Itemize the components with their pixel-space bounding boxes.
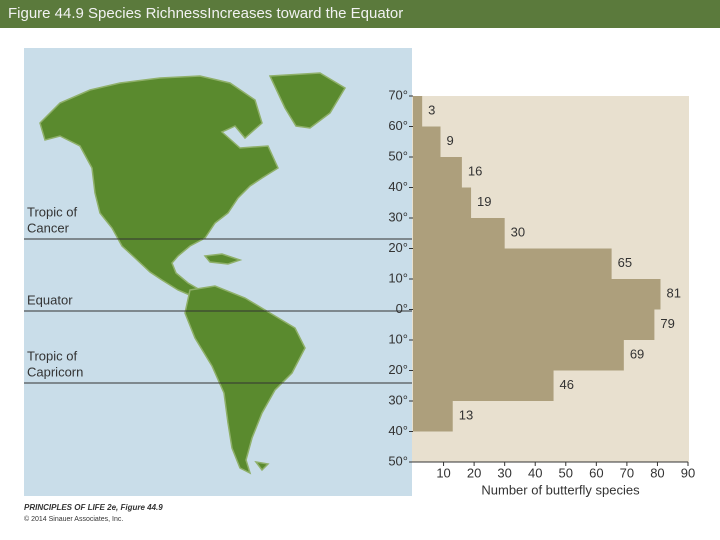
value-label: 81 (667, 286, 681, 301)
value-label: 79 (660, 316, 674, 331)
x-axis-label: Number of butterfly species (481, 482, 640, 497)
value-label: 16 (468, 164, 482, 179)
map-label: Equator (27, 292, 73, 307)
figure: Tropic of Cancer Equator Tropic of Capri… (24, 48, 695, 523)
north-america (39, 75, 279, 297)
label-backdrop (24, 204, 92, 238)
x-tick-label: 10 (436, 465, 450, 480)
tierra-del-fuego (254, 460, 270, 472)
x-tick-label: 80 (650, 465, 664, 480)
bar (413, 187, 472, 218)
y-tick-label: 20° (388, 240, 408, 255)
y-tick-label: 50° (388, 453, 408, 468)
header: Figure 44.9 Species RichnessIncreases to… (0, 0, 720, 28)
map-label: Tropic of (27, 348, 77, 363)
y-tick-label: 0° (396, 301, 408, 316)
south-america (184, 285, 306, 475)
credit-copyright: © 2014 Sinauer Associates, Inc. (24, 515, 123, 523)
x-tick-label: 30 (497, 465, 511, 480)
caribbean (203, 253, 243, 265)
value-label: 9 (447, 133, 454, 148)
y-tick-label: 40° (388, 423, 408, 438)
bar (413, 126, 441, 157)
y-tick-label: 10° (388, 270, 408, 285)
label-backdrop (24, 348, 94, 382)
bar (413, 401, 453, 432)
y-tick-label: 20° (388, 362, 408, 377)
y-tick-label: 70° (388, 87, 408, 102)
value-label: 3 (428, 103, 435, 118)
y-tick-label: 10° (388, 331, 408, 346)
bar (413, 370, 554, 401)
bar (413, 218, 505, 249)
y-tick-label: 40° (388, 179, 408, 194)
header-title: Figure 44.9 Species RichnessIncreases to… (8, 5, 404, 22)
value-label: 65 (618, 255, 632, 270)
x-tick-label: 60 (589, 465, 603, 480)
label-backdrop (24, 292, 84, 310)
x-tick-label: 90 (681, 465, 695, 480)
bar (413, 157, 462, 188)
continents (39, 72, 347, 475)
value-label: 46 (560, 377, 574, 392)
value-label: 13 (459, 408, 473, 423)
y-tick-label: 50° (388, 148, 408, 163)
y-tick-label: 60° (388, 118, 408, 133)
bar (413, 96, 423, 127)
bar (413, 279, 661, 310)
map-label: Capricorn (27, 364, 83, 379)
x-tick-label: 40 (528, 465, 542, 480)
value-label: 30 (511, 225, 525, 240)
bar (413, 340, 624, 371)
x-tick-label: 70 (620, 465, 634, 480)
bar (413, 309, 655, 340)
value-label: 19 (477, 194, 491, 209)
credit-book: PRINCIPLES OF LIFE 2e, Figure 44.9 (24, 503, 163, 512)
x-tick-label: 50 (559, 465, 573, 480)
bar (413, 248, 612, 279)
greenland (268, 72, 347, 129)
y-tick-label: 30° (388, 209, 408, 224)
x-tick-label: 20 (467, 465, 481, 480)
y-tick-label: 30° (388, 392, 408, 407)
value-label: 69 (630, 347, 644, 362)
map-label: Cancer (27, 220, 70, 235)
map-label: Tropic of (27, 204, 77, 219)
